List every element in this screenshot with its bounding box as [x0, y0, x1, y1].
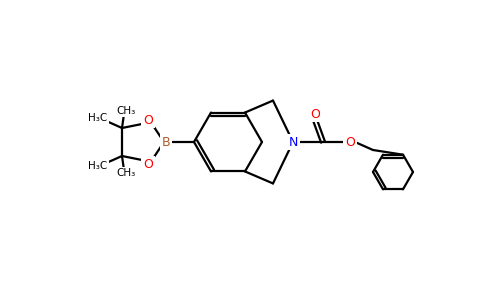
Text: CH₃: CH₃ — [116, 106, 136, 116]
Text: B: B — [162, 136, 170, 148]
Text: H₃C: H₃C — [89, 113, 107, 123]
Text: O: O — [310, 107, 320, 121]
Text: O: O — [143, 113, 153, 127]
Text: N: N — [288, 136, 298, 148]
Text: CH₃: CH₃ — [116, 168, 136, 178]
Text: O: O — [345, 136, 355, 148]
Text: H₃C: H₃C — [89, 161, 107, 171]
Text: O: O — [143, 158, 153, 170]
